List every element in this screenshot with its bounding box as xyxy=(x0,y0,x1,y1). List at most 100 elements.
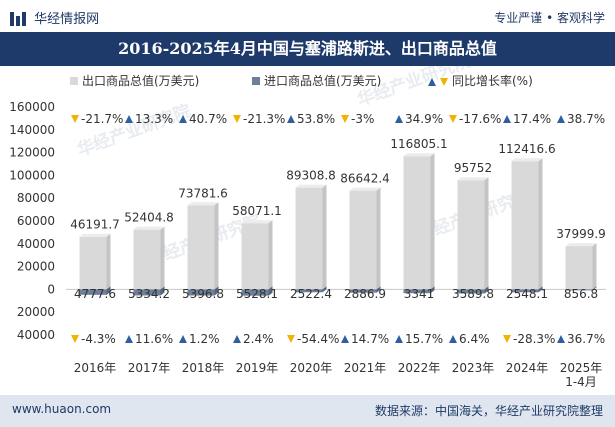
import-growth-label: 2.4% xyxy=(243,332,274,346)
import-bar xyxy=(511,289,539,293)
import-bar-side xyxy=(160,286,165,296)
export-value-label: 73781.6 xyxy=(178,186,228,200)
x-tick-label: 2019年 xyxy=(236,361,279,375)
import-bar-side xyxy=(376,286,381,293)
export-growth-label: -21.3% xyxy=(243,112,285,126)
import-value-label: 3589.8 xyxy=(452,287,494,301)
legend-up-triangle-icon xyxy=(428,78,436,86)
import-up-icon xyxy=(125,335,133,343)
import-bar-side xyxy=(106,286,111,295)
export-bar xyxy=(403,156,431,290)
import-bar-side xyxy=(484,286,489,294)
export-down-icon xyxy=(449,115,457,123)
export-bar-top xyxy=(241,220,273,224)
import-bar xyxy=(349,289,377,293)
import-growth-label: 36.7% xyxy=(567,332,605,346)
import-up-icon xyxy=(557,335,565,343)
y-tick-label: 40000 xyxy=(17,237,55,251)
import-growth-label: -4.3% xyxy=(81,332,116,346)
watermark-text: 华经产业研究院 xyxy=(75,100,194,160)
header-bar: 华经情报网 专业严谨 • 客观科学 xyxy=(0,0,615,32)
chart: 华经产业研究院华经产业研究院华经产业研究院华经产业研究院出口商品总值(万美元)进… xyxy=(9,66,606,389)
footer-bar: www.huaon.com 数据来源：中国海关，华经产业研究院整理 xyxy=(0,395,615,427)
import-value-label: 5528.1 xyxy=(236,287,278,301)
import-bar xyxy=(295,289,323,293)
export-value-label: 95752 xyxy=(454,161,492,175)
import-bar-side xyxy=(268,286,273,296)
y-tick-label: 20000 xyxy=(17,260,55,274)
x-tick-label: 2018年 xyxy=(182,361,225,375)
legend-label-import: 进口商品总值(万美元) xyxy=(264,73,381,88)
import-growth-label: -54.4% xyxy=(297,332,339,346)
data-source: 数据来源：中国海关，华经产业研究院整理 xyxy=(374,404,603,418)
export-value-label: 86642.4 xyxy=(340,172,390,186)
export-bar xyxy=(133,229,161,290)
import-value-label: 4777.6 xyxy=(74,287,116,301)
y-tick-label: 20000 xyxy=(17,305,55,319)
import-growth-label: 14.7% xyxy=(351,332,389,346)
import-up-icon xyxy=(449,335,457,343)
export-bar xyxy=(511,161,539,290)
y-tick-label: 40000 xyxy=(17,328,55,342)
y-tick-label: 0 xyxy=(47,282,55,296)
export-bar-top xyxy=(511,158,543,162)
brand[interactable]: 华经情报网 xyxy=(10,8,99,27)
import-value-label: 3341 xyxy=(404,287,435,301)
y-tick-label: 80000 xyxy=(17,191,55,205)
export-growth-label: 13.3% xyxy=(135,112,173,126)
export-down-icon xyxy=(71,115,79,123)
export-growth-label: -3% xyxy=(351,112,374,126)
export-bar xyxy=(349,190,377,290)
import-up-icon xyxy=(395,335,403,343)
import-growth-label: 1.2% xyxy=(189,332,220,346)
legend-swatch-export xyxy=(70,77,78,85)
import-up-icon xyxy=(179,335,187,343)
export-value-label: 58071.1 xyxy=(232,204,282,218)
import-down-icon xyxy=(503,335,511,343)
import-value-label: 5334.2 xyxy=(128,287,170,301)
export-bar-top xyxy=(565,243,597,247)
chart-title: 2016-2025年4月中国与塞浦路斯进、出口商品总值 xyxy=(118,39,497,58)
import-growth-label: 11.6% xyxy=(135,332,173,346)
export-growth-label: -21.7% xyxy=(81,112,123,126)
y-tick-label: 100000 xyxy=(9,168,55,182)
export-bar xyxy=(187,205,215,290)
import-bar xyxy=(79,289,107,295)
export-bar-side xyxy=(430,153,435,290)
export-bar-top xyxy=(457,177,489,181)
import-value-label: 2886.9 xyxy=(344,287,386,301)
export-up-icon xyxy=(395,115,403,123)
y-tick-label: 140000 xyxy=(9,123,55,137)
legend-swatch-import xyxy=(252,77,260,85)
slogan: 专业严谨 • 客观科学 xyxy=(494,11,605,25)
export-value-label: 112416.6 xyxy=(498,142,555,156)
export-bar-side xyxy=(214,202,219,290)
watermark-text: 华经产业研究院 xyxy=(355,66,474,111)
legend-label-export: 出口商品总值(万美元) xyxy=(82,73,199,88)
x-tick-label: 2023年 xyxy=(452,361,495,375)
legend-down-triangle-icon xyxy=(440,78,448,86)
export-bar-side xyxy=(268,220,273,290)
y-tick-label: 160000 xyxy=(9,100,55,114)
x-tick-label: 2025年 xyxy=(560,361,603,375)
import-bar-side xyxy=(592,286,597,291)
import-bar-side xyxy=(214,286,219,296)
export-growth-label: 40.7% xyxy=(189,112,227,126)
import-growth-label: -28.3% xyxy=(513,332,555,346)
title-bar: 2016-2025年4月中国与塞浦路斯进、出口商品总值 xyxy=(0,32,615,66)
import-bar xyxy=(241,289,269,296)
x-tick-label: 2016年 xyxy=(74,361,117,375)
import-bar xyxy=(187,289,215,296)
export-up-icon xyxy=(179,115,187,123)
legend-label-growth: 同比增长率(%) xyxy=(452,73,533,88)
x-tick-label: 2017年 xyxy=(128,361,171,375)
export-bar-top xyxy=(349,187,381,191)
export-up-icon xyxy=(125,115,133,123)
export-growth-label: 53.8% xyxy=(297,112,335,126)
x-tick-label: 2020年 xyxy=(290,361,333,375)
y-tick-label: 120000 xyxy=(9,146,55,160)
export-growth-label: 34.9% xyxy=(405,112,443,126)
import-growth-label: 15.7% xyxy=(405,332,443,346)
website-link[interactable]: www.huaon.com xyxy=(12,402,112,416)
export-growth-label: -17.6% xyxy=(459,112,501,126)
